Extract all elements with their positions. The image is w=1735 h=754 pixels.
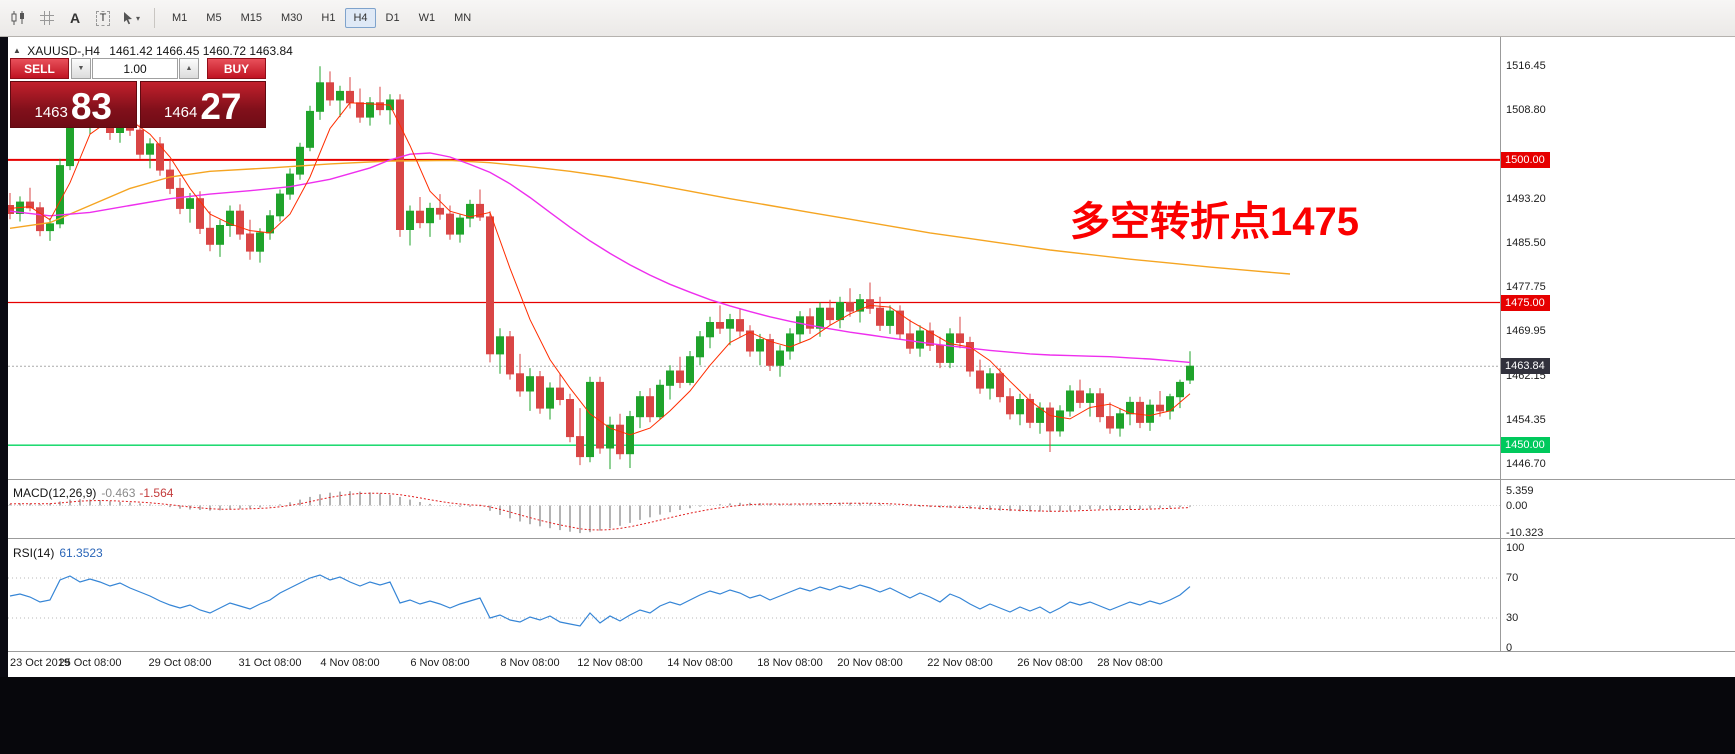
rsi-name: RSI(14)	[13, 546, 55, 560]
rsi-scale-tick: 70	[1506, 572, 1519, 584]
time-label: 23 Oct 2019	[10, 657, 70, 669]
chart-window: ▲ XAUUSD-,H4 1461.42 1466.45 1460.72 146…	[8, 37, 1735, 677]
rsi-scale-tick: 30	[1506, 612, 1519, 624]
cursor-tool-icon[interactable]: ▾	[118, 5, 144, 31]
time-label: 29 Oct 08:00	[148, 657, 212, 669]
grid-icon[interactable]	[34, 5, 60, 31]
macd-scale-tick: -10.323	[1506, 527, 1544, 539]
one-click-trade-panel: SELL ▼ ▲ BUY 1463 83 1464 27	[10, 58, 266, 128]
volume-input[interactable]	[92, 58, 178, 79]
timeframe-button-h4[interactable]: H4	[345, 8, 376, 28]
chevron-down-icon: ▾	[135, 13, 140, 23]
price-tick: 1508.80	[1506, 104, 1546, 116]
pointer-glyph	[123, 12, 132, 25]
timeframe-button-mn[interactable]: MN	[454, 12, 472, 24]
price-tick: 1493.20	[1506, 193, 1546, 205]
bid-price-display[interactable]: 1463 83	[10, 81, 137, 128]
time-label: 12 Nov 08:00	[577, 657, 643, 669]
price-badge-1450.00[interactable]: 1450.00	[1501, 437, 1550, 453]
letter-t-glyph: T	[95, 10, 111, 26]
panel-divider	[8, 651, 1735, 652]
time-label: 31 Oct 08:00	[238, 657, 302, 669]
time-label: 22 Nov 08:00	[927, 657, 993, 669]
time-label: 4 Nov 08:00	[320, 657, 380, 669]
text-annotation-icon[interactable]: A	[62, 5, 88, 31]
timeframe-button-w1[interactable]: W1	[418, 12, 436, 24]
macd-name: MACD(12,26,9)	[13, 486, 97, 500]
timeframe-button-m30[interactable]: M30	[280, 12, 303, 24]
time-label: 8 Nov 08:00	[500, 657, 560, 669]
toolbar-separator	[154, 8, 155, 28]
timeframe-button-h1[interactable]: H1	[321, 12, 336, 24]
price-badge-1463.84[interactable]: 1463.84	[1501, 358, 1550, 374]
rsi-indicator[interactable]	[8, 540, 1500, 651]
rsi-line	[9, 574, 1191, 627]
volume-up-button[interactable]: ▲	[179, 58, 199, 79]
price-badge-1475.00[interactable]: 1475.00	[1501, 295, 1550, 311]
bottom-bar	[0, 677, 1735, 754]
price-tick: 1485.50	[1506, 237, 1546, 249]
ask-price-big: 27	[200, 86, 242, 128]
time-axis[interactable]: 23 Oct 2019 25 Oct 08:00 29 Oct 08:00 31 Oc…	[8, 652, 1500, 676]
price-scale[interactable]: 1516.45 1508.80 1493.20 1485.50 1477.75 1469.…	[1501, 37, 1734, 654]
price-tick: 1469.95	[1506, 325, 1546, 337]
macd-main-value: -0.463	[101, 486, 136, 500]
time-label: 26 Nov 08:00	[1017, 657, 1083, 669]
macd-label: MACD(12,26,9) -0.463 -1.564	[13, 486, 173, 500]
time-label: 28 Nov 08:00	[1097, 657, 1163, 669]
panel-divider[interactable]	[8, 538, 1735, 539]
timeframe-button-d1[interactable]: D1	[385, 12, 400, 24]
timeframe-button-m15[interactable]: M15	[240, 12, 262, 24]
timeframe-button-m1[interactable]: M1	[172, 12, 188, 24]
rsi-scale-tick: 100	[1506, 542, 1525, 554]
macd-scale-tick: 0.00	[1506, 500, 1528, 512]
price-tick: 1516.45	[1506, 60, 1546, 72]
rsi-label: RSI(14) 61.3523	[13, 546, 103, 560]
timeframe-button-m5[interactable]: M5	[206, 12, 222, 24]
ohlc-values: 1461.42 1466.45 1460.72 1463.84	[109, 44, 293, 58]
timeframe-buttons: M1 M5 M15 M30 H1 H4 D1 W1 MN	[163, 7, 481, 29]
bid-price-big: 83	[70, 86, 113, 128]
collapse-panel-icon[interactable]: ▲	[13, 46, 21, 55]
time-label: 25 Oct 08:00	[58, 657, 122, 669]
letter-a-glyph: A	[69, 10, 81, 26]
grid-glyph	[40, 11, 54, 25]
sell-button[interactable]: SELL	[10, 58, 69, 79]
time-label: 14 Nov 08:00	[667, 657, 733, 669]
time-label: 20 Nov 08:00	[837, 657, 903, 669]
price-tick: 1446.70	[1506, 458, 1546, 470]
candlestick-glyph	[11, 11, 24, 25]
symbol-label: XAUUSD-,H4	[27, 44, 100, 58]
chart-header: ▲ XAUUSD-,H4 1461.42 1466.45 1460.72 146…	[13, 44, 293, 58]
buy-button[interactable]: BUY	[207, 58, 266, 79]
candlestick-chart-icon[interactable]	[6, 5, 32, 31]
ma-fast-red	[9, 102, 1191, 436]
bid-price-small: 1463	[34, 104, 68, 121]
price-badge-1500.00[interactable]: 1500.00	[1501, 152, 1550, 168]
ma-mid-magenta	[9, 152, 1191, 364]
time-label: 18 Nov 08:00	[757, 657, 823, 669]
ask-price-display[interactable]: 1464 27	[139, 81, 266, 128]
price-tick: 1454.35	[1506, 414, 1546, 426]
toolbar: A T ▾ M1 M5 M15 M30 H1 H4 D1 W1 MN	[0, 0, 1735, 37]
rsi-scale-tick: 0	[1506, 642, 1513, 654]
trade-prices-row: 1463 83 1464 27	[10, 81, 266, 128]
rsi-value: 61.3523	[59, 546, 103, 560]
ma-slow-orange	[9, 159, 1291, 275]
macd-indicator[interactable]	[8, 481, 1500, 538]
macd-signal-value: -1.564	[139, 486, 174, 500]
chart-annotation[interactable]: 多空转折点1475	[1070, 200, 1359, 244]
volume-dropdown-button[interactable]: ▼	[71, 58, 91, 79]
text-box-icon[interactable]: T	[90, 5, 116, 31]
price-scale-divider[interactable]	[1500, 37, 1501, 651]
macd-scale-tick: 5.359	[1506, 485, 1534, 497]
price-tick: 1477.75	[1506, 281, 1546, 293]
macd-histogram	[9, 491, 1191, 534]
time-label: 6 Nov 08:00	[410, 657, 470, 669]
macd-signal-line	[9, 492, 1191, 531]
panel-divider[interactable]	[8, 479, 1735, 480]
trade-controls-row: SELL ▼ ▲ BUY	[10, 58, 266, 79]
ask-price-small: 1464	[163, 104, 198, 121]
